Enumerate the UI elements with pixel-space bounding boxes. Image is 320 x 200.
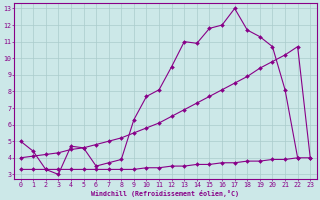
X-axis label: Windchill (Refroidissement éolien,°C): Windchill (Refroidissement éolien,°C) <box>92 190 239 197</box>
